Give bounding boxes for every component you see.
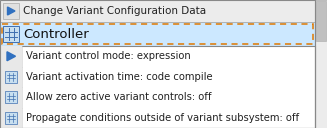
Bar — [5, 71, 17, 83]
Bar — [316, 1, 326, 41]
Bar — [0, 108, 22, 128]
Text: Controller: Controller — [23, 28, 89, 40]
Bar — [0, 67, 22, 87]
Text: Propagate conditions outside of variant subsystem: off: Propagate conditions outside of variant … — [26, 113, 299, 123]
Text: Variant control mode: expression: Variant control mode: expression — [26, 51, 191, 61]
Text: Allow zero active variant controls: off: Allow zero active variant controls: off — [26, 92, 212, 102]
Bar — [3, 26, 19, 42]
Bar — [3, 49, 318, 128]
Bar — [2, 24, 313, 44]
Bar — [0, 0, 315, 22]
Polygon shape — [7, 52, 15, 61]
Bar — [5, 112, 17, 124]
Bar — [0, 46, 315, 128]
Text: Change Variant Configuration Data: Change Variant Configuration Data — [23, 6, 206, 16]
Bar — [0, 87, 22, 108]
Bar — [3, 3, 19, 19]
Bar — [5, 91, 17, 103]
Polygon shape — [8, 7, 15, 15]
Bar — [315, 0, 327, 128]
Bar — [0, 22, 315, 46]
Bar — [0, 46, 22, 67]
Text: Variant activation time: code compile: Variant activation time: code compile — [26, 72, 213, 82]
